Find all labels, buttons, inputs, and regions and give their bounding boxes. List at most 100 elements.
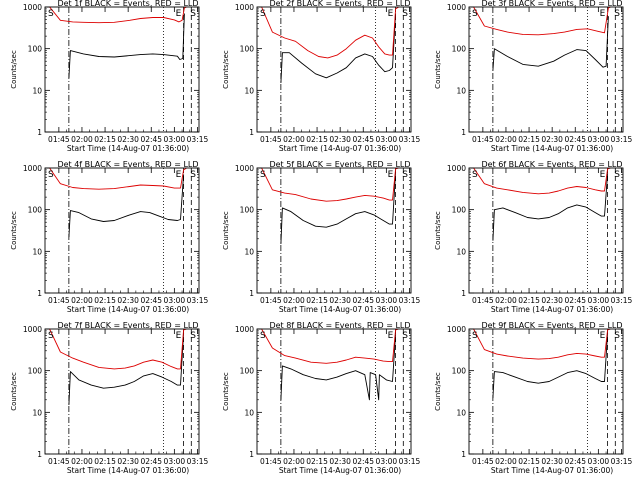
y-tick-label: 1 [37, 450, 42, 459]
x-tick-label: 03:00 [588, 135, 610, 144]
x-tick-label: 02:00 [71, 296, 93, 305]
marker-label-start: S [190, 9, 196, 19]
y-tick-label: 1 [461, 450, 466, 459]
y-tick-label: 10 [32, 247, 42, 256]
series-line-events [68, 13, 185, 78]
x-tick-label: 02:45 [140, 457, 162, 466]
series-line-events [492, 173, 609, 241]
y-axis-label: Counts/sec [10, 211, 18, 250]
x-tick-label: 02:45 [564, 296, 586, 305]
marker-label-start: S [48, 9, 54, 19]
y-tick-label: 1 [249, 450, 254, 459]
x-tick-label: 02:15 [94, 135, 116, 144]
x-tick-label: 02:00 [495, 296, 517, 305]
x-tick-label: 01:45 [48, 135, 70, 144]
y-tick-label: 1 [249, 289, 254, 298]
x-tick-label: 02:30 [117, 457, 139, 466]
x-tick-label: 03:00 [376, 457, 398, 466]
chart-panel-3: Det 3f BLACK = Events, RED = LLD 1 10 100 10… [434, 0, 632, 153]
x-tick-label: 03:15 [187, 135, 209, 144]
x-tick-label: 03:15 [611, 296, 633, 305]
marker-label-end: E [600, 331, 606, 341]
x-axis-label: Start Time (14-Aug-07 01:36:00) [279, 144, 401, 153]
x-tick-label: 03:00 [376, 135, 398, 144]
series-line-events [280, 171, 397, 245]
series-line-events [492, 332, 609, 399]
series-line-events [280, 334, 397, 401]
x-tick-label: 02:00 [495, 457, 517, 466]
x-tick-label: 01:45 [260, 296, 282, 305]
y-tick-label: 100 [240, 367, 255, 376]
x-axis-label: Start Time (14-Aug-07 01:36:00) [67, 144, 189, 153]
x-tick-label: 02:15 [306, 296, 328, 305]
chart-title: Det 4f BLACK = Events, RED = LLD [57, 160, 198, 169]
marker-label-start: S [402, 331, 408, 341]
y-tick-label: 1000 [447, 325, 466, 334]
chart-panel-8: Det 8f BLACK = Events, RED = LLD 1 10 100 10… [222, 321, 420, 475]
marker-label-start: S [48, 170, 54, 180]
x-tick-label: 01:45 [472, 135, 494, 144]
marker-label-start: S [260, 9, 266, 19]
y-tick-label: 100 [452, 206, 467, 215]
chart-panel-2: Det 2f BLACK = Events, RED = LLD 1 10 100 10… [222, 0, 420, 153]
x-tick-label: 02:00 [495, 135, 517, 144]
x-tick-label: 02:15 [306, 457, 328, 466]
chart-title: Det 6f BLACK = Events, RED = LLD [481, 160, 622, 169]
y-axis-label: Counts/sec [10, 372, 18, 411]
chart-title: Det 5f BLACK = Events, RED = LLD [269, 160, 410, 169]
marker-label-start: S [260, 331, 266, 341]
marker-label-end: E [600, 9, 606, 19]
x-tick-label: 02:30 [541, 296, 563, 305]
x-tick-label: 02:15 [518, 457, 540, 466]
x-tick-label: 03:15 [399, 135, 421, 144]
x-tick-label: 02:45 [564, 457, 586, 466]
y-tick-label: 100 [240, 206, 255, 215]
y-tick-label: 1000 [23, 3, 42, 12]
x-tick-label: 01:45 [260, 457, 282, 466]
marker-label-start: S [614, 331, 620, 341]
plot-frame [468, 167, 624, 294]
marker-label-end: E [176, 331, 182, 341]
marker-label-end: E [388, 9, 394, 19]
y-tick-label: 10 [32, 86, 42, 95]
x-tick-label: 02:30 [541, 135, 563, 144]
chart-title: Det 2f BLACK = Events, RED = LLD [269, 0, 410, 8]
x-tick-label: 03:00 [164, 296, 186, 305]
series-line-lld [261, 168, 399, 202]
marker-label-start: S [402, 170, 408, 180]
series-line-events [68, 332, 185, 406]
chart-title: Det 7f BLACK = Events, RED = LLD [57, 321, 198, 330]
x-tick-label: 02:15 [94, 457, 116, 466]
x-tick-label: 02:15 [518, 296, 540, 305]
x-tick-label: 02:15 [518, 135, 540, 144]
y-tick-label: 1000 [235, 164, 254, 173]
x-tick-label: 03:00 [164, 135, 186, 144]
y-tick-label: 1000 [235, 3, 254, 12]
marker-label-start: S [614, 170, 620, 180]
marker-label-end: E [176, 170, 182, 180]
x-tick-label: 02:45 [352, 457, 374, 466]
y-axis-label: Counts/sec [222, 50, 230, 89]
y-tick-label: 100 [28, 367, 43, 376]
x-tick-label: 03:00 [376, 296, 398, 305]
y-tick-label: 100 [28, 45, 43, 54]
x-tick-label: 01:45 [472, 296, 494, 305]
chart-panel-9: Det 9f BLACK = Events, RED = LLD 1 10 100 10… [434, 321, 632, 475]
x-tick-label: 02:45 [564, 135, 586, 144]
y-tick-label: 1 [37, 128, 42, 137]
series-line-events [280, 13, 397, 84]
x-tick-label: 03:15 [187, 457, 209, 466]
y-tick-label: 1 [461, 128, 466, 137]
x-tick-label: 02:00 [71, 457, 93, 466]
chart-panel-5: Det 5f BLACK = Events, RED = LLD 1 10 100 10… [222, 160, 420, 314]
y-tick-label: 10 [456, 408, 466, 417]
marker-label-start: S [402, 9, 408, 19]
y-axis-label: Counts/sec [10, 50, 18, 89]
x-tick-label: 03:15 [611, 457, 633, 466]
marker-label-end: E [388, 331, 394, 341]
x-tick-label: 02:45 [140, 296, 162, 305]
x-tick-label: 02:00 [283, 296, 305, 305]
x-tick-label: 03:15 [611, 135, 633, 144]
plot-frame [44, 6, 200, 133]
y-tick-label: 10 [244, 408, 254, 417]
